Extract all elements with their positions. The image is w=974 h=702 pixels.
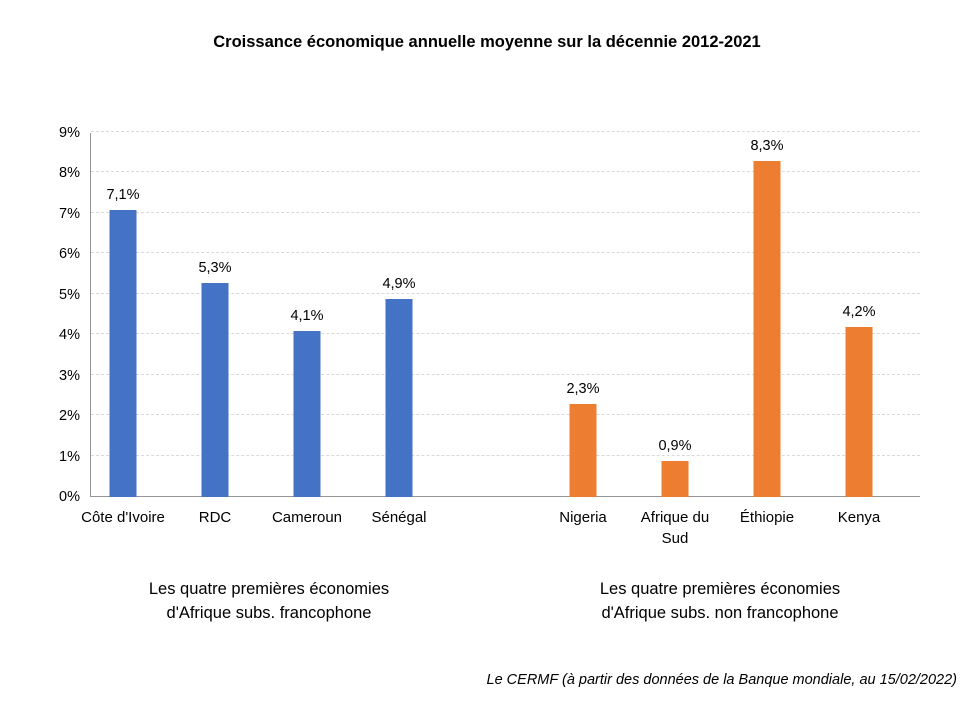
x-axis-category-label-text: Éthiopie [739, 509, 795, 526]
gridline [91, 414, 920, 416]
bar-value-label: 8,3% [750, 138, 784, 155]
x-axis-category-label: RDC [169, 507, 261, 549]
y-axis-tick-label: 8% [59, 165, 80, 182]
gridline [91, 292, 920, 294]
bar-slot: 5,3% [169, 133, 261, 497]
bar-value-label: 2,3% [566, 380, 600, 397]
y-axis-tick-label: 6% [59, 246, 80, 263]
x-axis-category-label-text: RDC [198, 509, 232, 526]
bar [385, 298, 413, 497]
y-axis-tick-label: 2% [59, 408, 80, 425]
x-axis-category-label: Cameroun [261, 507, 353, 549]
x-axis-category-label: Côte d'Ivoire [77, 507, 169, 549]
bar [569, 403, 597, 497]
x-axis-category-label: Kenya [813, 507, 905, 549]
bar-slot: 2,3% [537, 133, 629, 497]
chart-title: Croissance économique annuelle moyenne s… [213, 33, 761, 51]
group-caption-francophone: Les quatre premières économies d'Afrique… [148, 580, 390, 622]
bar-value-label: 5,3% [198, 259, 232, 276]
gridline [91, 333, 920, 335]
x-axis-category-label-text: Afrique du Sud [640, 509, 710, 547]
bar-value-label: 7,1% [106, 186, 140, 203]
x-axis-category-label: Sénégal [353, 507, 445, 549]
gridline [91, 454, 920, 456]
gridline [91, 131, 920, 132]
bar-slot: 4,1% [261, 133, 353, 497]
y-axis-tick-label: 7% [59, 205, 80, 222]
gridline [91, 373, 920, 375]
x-axis-spacer [445, 507, 537, 549]
y-axis-tick-label: 9% [59, 125, 80, 141]
gridline [91, 211, 920, 213]
x-axis-labels-row: Côte d'Ivoire RDC Cameroun Sénégal Nigeria Af… [77, 507, 905, 549]
x-axis-category-label-text: Cameroun [271, 509, 343, 526]
y-axis-tick-label: 3% [59, 367, 80, 384]
x-axis-category-label-text: Sénégal [371, 509, 427, 526]
bar [753, 161, 781, 497]
bar-value-label: 4,1% [290, 308, 324, 325]
y-axis-tick-label: 5% [59, 286, 80, 303]
bar-value-label: 4,9% [382, 275, 416, 292]
bar-slot: 0,9% [629, 133, 721, 497]
x-axis-category-label: Nigeria [537, 507, 629, 549]
bar-slot: 8,3% [721, 133, 813, 497]
bar-spacer [445, 133, 537, 497]
gridline [91, 252, 920, 254]
group-caption-non-francophone: Les quatre premières économies d'Afrique… [599, 580, 841, 622]
x-axis-category-label-text: Nigeria [559, 509, 607, 526]
bar [109, 209, 137, 497]
x-axis-category-label: Éthiopie [721, 507, 813, 549]
bar-value-label: 4,2% [842, 304, 876, 321]
plot-area [90, 131, 920, 497]
y-axis-tick-label: 1% [59, 448, 80, 465]
bar [201, 282, 229, 497]
bar [293, 331, 321, 497]
gridline [91, 171, 920, 173]
bar-slot: 7,1% [77, 133, 169, 497]
bar-slot: 4,9% [353, 133, 445, 497]
source-note: Le CERMF (à partir des données de la Ban… [486, 672, 957, 688]
y-axis-tick-label: 0% [59, 489, 80, 505]
x-axis-category-label-text: Kenya [837, 509, 881, 526]
y-axis-tick-label: 4% [59, 327, 80, 344]
bar-value-label: 0,9% [658, 437, 692, 454]
bars-row: 7,1% 5,3% 4,1% 4,9% 2,3% 0,9% 8,3% 4,2% [77, 133, 905, 497]
bar [661, 460, 689, 497]
x-axis-category-label-text: Côte d'Ivoire [81, 509, 165, 526]
bar [845, 327, 873, 497]
x-axis-category-label: Afrique du Sud [629, 507, 721, 549]
bar-slot: 4,2% [813, 133, 905, 497]
